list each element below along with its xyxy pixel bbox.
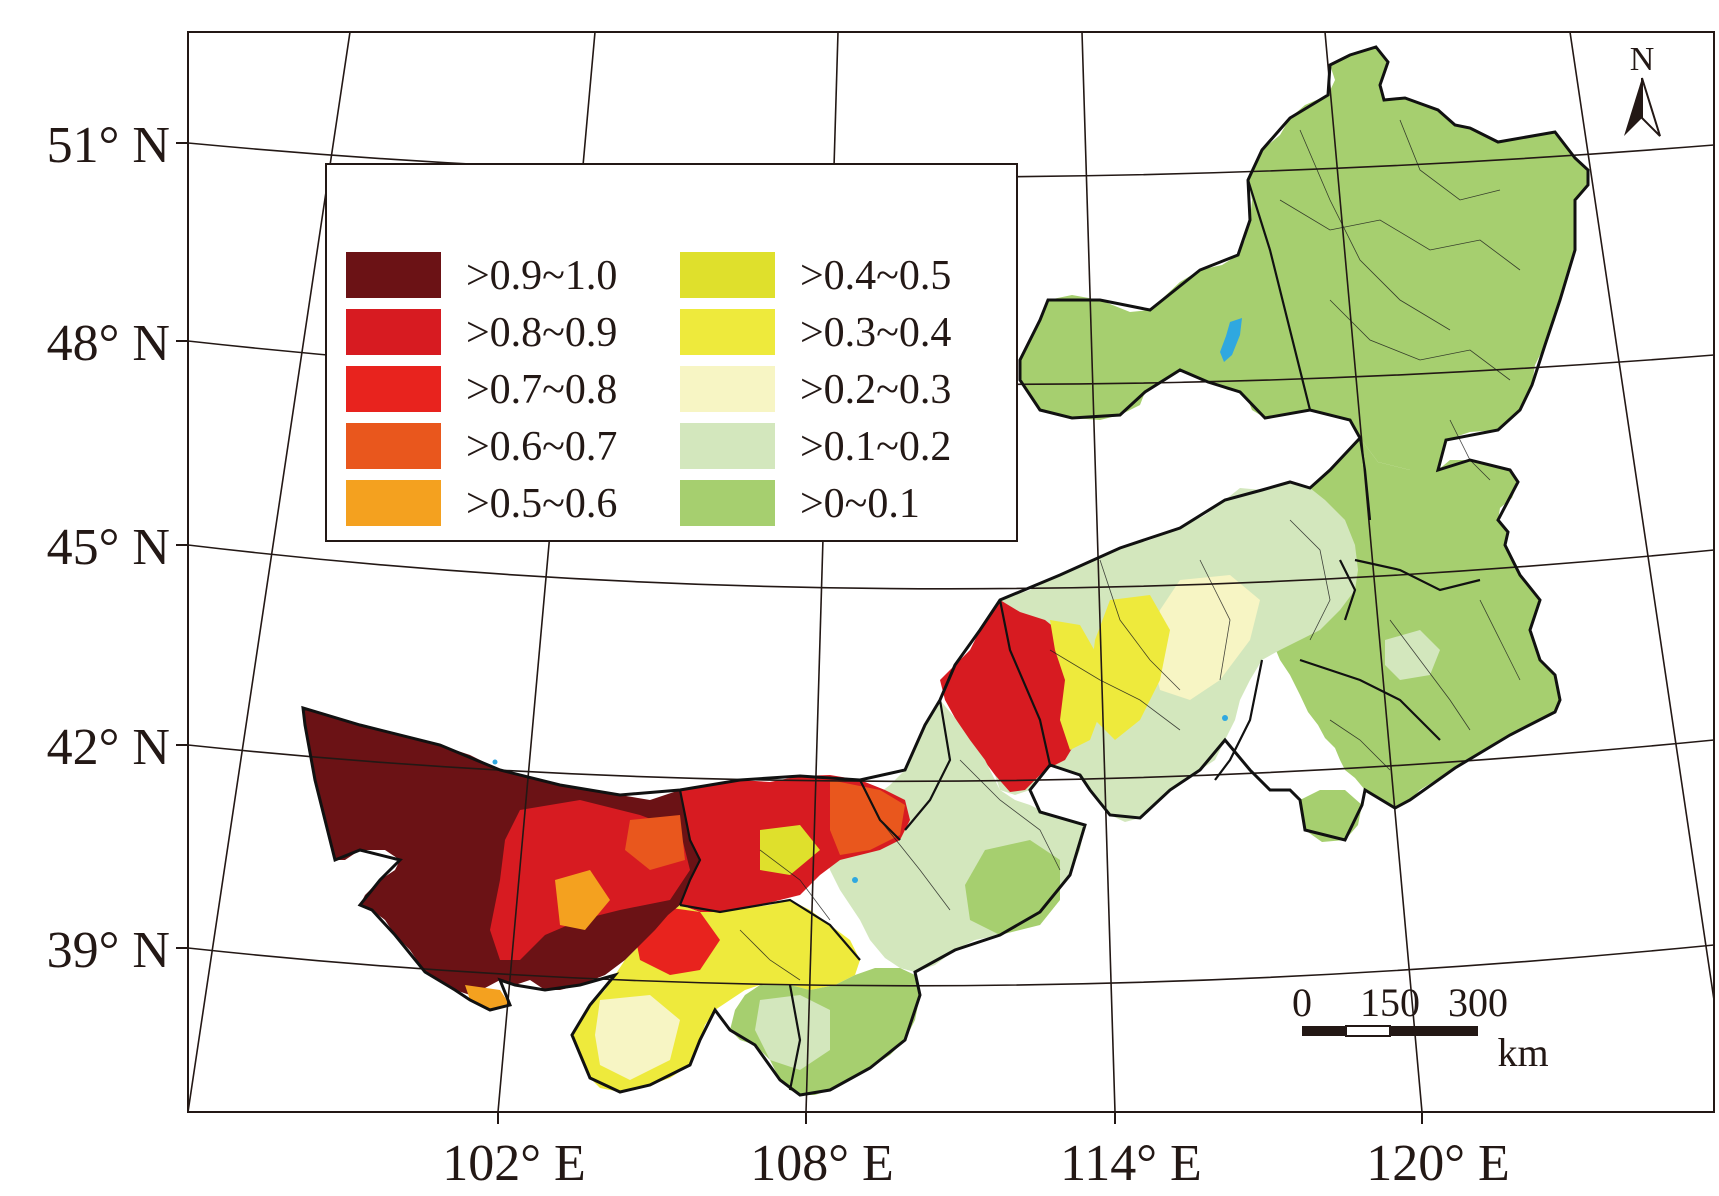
hulun-lake <box>1220 318 1242 362</box>
value-raster <box>303 47 1588 1095</box>
latitude-labels: 51° N 48° N 45° N 42° N 39° N <box>47 117 170 979</box>
legend-label: >0.3~0.4 <box>800 310 951 356</box>
region-baotou-orange <box>830 780 905 855</box>
region-alxa-south <box>465 985 510 1010</box>
region-alxa-orange <box>555 870 610 930</box>
legend-label: >0.8~0.9 <box>466 310 617 356</box>
boundary-xilingol-hinggan <box>1339 559 1357 621</box>
legend-swatch <box>346 423 441 469</box>
region-baotou-yellow <box>760 825 820 875</box>
province-outline <box>301 45 1590 1097</box>
meridian-126e <box>1569 32 1714 1001</box>
legend-swatch <box>680 252 775 298</box>
boundary-tongliao-chifeng <box>1299 658 1441 741</box>
lon-label: 114° E <box>1060 1135 1202 1192</box>
legend-swatch <box>346 309 441 355</box>
legend-label: >0.5~0.6 <box>466 481 617 527</box>
longitude-labels: 102° E 108° E 114° E 120° E <box>442 1135 1510 1192</box>
region-xilingol-yellow <box>1090 595 1170 740</box>
legend-label: >0.4~0.5 <box>800 253 951 299</box>
boundary-hinggan-tongliao <box>1354 558 1481 592</box>
small-lake-3 <box>492 759 498 765</box>
legend: >0.9~1.0 >0.8~0.9 >0.7~0.8 >0.6~0.7 >0.5~0.6… <box>325 163 1018 542</box>
latitude-ticks <box>176 142 188 949</box>
lat-label: 45° N <box>47 519 170 576</box>
lat-label: 39° N <box>47 922 170 979</box>
legend-swatch <box>346 252 441 298</box>
region-sonid-hot <box>940 600 1090 792</box>
lat-label: 42° N <box>47 719 170 776</box>
legend-swatch <box>346 366 441 412</box>
region-chifeng-south <box>1300 790 1362 842</box>
county-boundaries <box>739 119 1521 981</box>
north-arrow: N <box>1624 41 1661 137</box>
water-bodies <box>492 318 1242 883</box>
map-frame <box>187 31 1715 1113</box>
legend-swatch <box>680 480 775 526</box>
legend-label: >0.7~0.8 <box>466 367 617 413</box>
region-south-light <box>755 995 830 1070</box>
legend-swatch <box>680 423 775 469</box>
region-sonid-yellow <box>1050 620 1105 750</box>
boundary-xilingol-chifeng <box>1214 659 1264 781</box>
boundary-ulanqab-xilingol <box>998 599 1052 766</box>
legend-label: >0.6~0.7 <box>466 424 617 470</box>
boundary-hulunbuir-west <box>1246 179 1312 411</box>
legend-label: >0.1~0.2 <box>800 424 951 470</box>
boundary-bayannur-ordos <box>679 898 861 961</box>
legend-box <box>325 163 1018 542</box>
region-xilingol-light <box>1150 575 1260 700</box>
legend-label: >0~0.1 <box>800 481 920 527</box>
scale-tick-0: 0 <box>1292 980 1312 1025</box>
north-letter: N <box>1630 41 1655 78</box>
meridian-120e <box>1324 32 1423 1112</box>
boundary-alxa-bayannur <box>678 789 702 906</box>
region-hulunbuir <box>1020 47 1588 470</box>
legend-swatch <box>346 480 441 526</box>
boundary-hulunbuir-hinggan <box>1358 437 1372 521</box>
parallel-39n <box>188 944 1714 987</box>
longitude-ticks <box>497 1112 1423 1124</box>
region-alxa <box>303 708 700 995</box>
legend-label: >0.2~0.3 <box>800 367 951 413</box>
north-arrow-icon <box>1624 77 1661 137</box>
meridian-96e <box>188 32 351 1112</box>
meridian-114e <box>1081 32 1116 1112</box>
lon-label: 102° E <box>442 1135 586 1192</box>
lon-label: 108° E <box>750 1135 894 1192</box>
scale-unit: km <box>1497 1030 1548 1075</box>
parallel-42n <box>188 739 1714 783</box>
legend-swatch <box>680 309 775 355</box>
scale-tick-150: 150 <box>1360 980 1420 1025</box>
boundary-ordos-south <box>788 984 802 1091</box>
small-lake-1 <box>852 877 858 883</box>
scale-tick-300: 300 <box>1448 980 1508 1025</box>
region-alxa-orange2 <box>625 815 685 870</box>
legend-swatch <box>680 366 775 412</box>
boundary-baotou-ulanqab <box>904 699 952 831</box>
parallel-45n <box>188 544 1714 590</box>
scale-bar: 0 150 300 km <box>1292 980 1549 1075</box>
region-ulanqab-green <box>965 840 1060 935</box>
small-lake-2 <box>1222 715 1228 721</box>
region-ordos-light <box>595 995 680 1080</box>
legend-label: >0.9~1.0 <box>466 253 617 299</box>
lat-label: 48° N <box>47 315 170 372</box>
region-tongliao-hot <box>1385 630 1440 680</box>
lat-label: 51° N <box>47 117 170 174</box>
lon-label: 120° E <box>1366 1135 1510 1192</box>
